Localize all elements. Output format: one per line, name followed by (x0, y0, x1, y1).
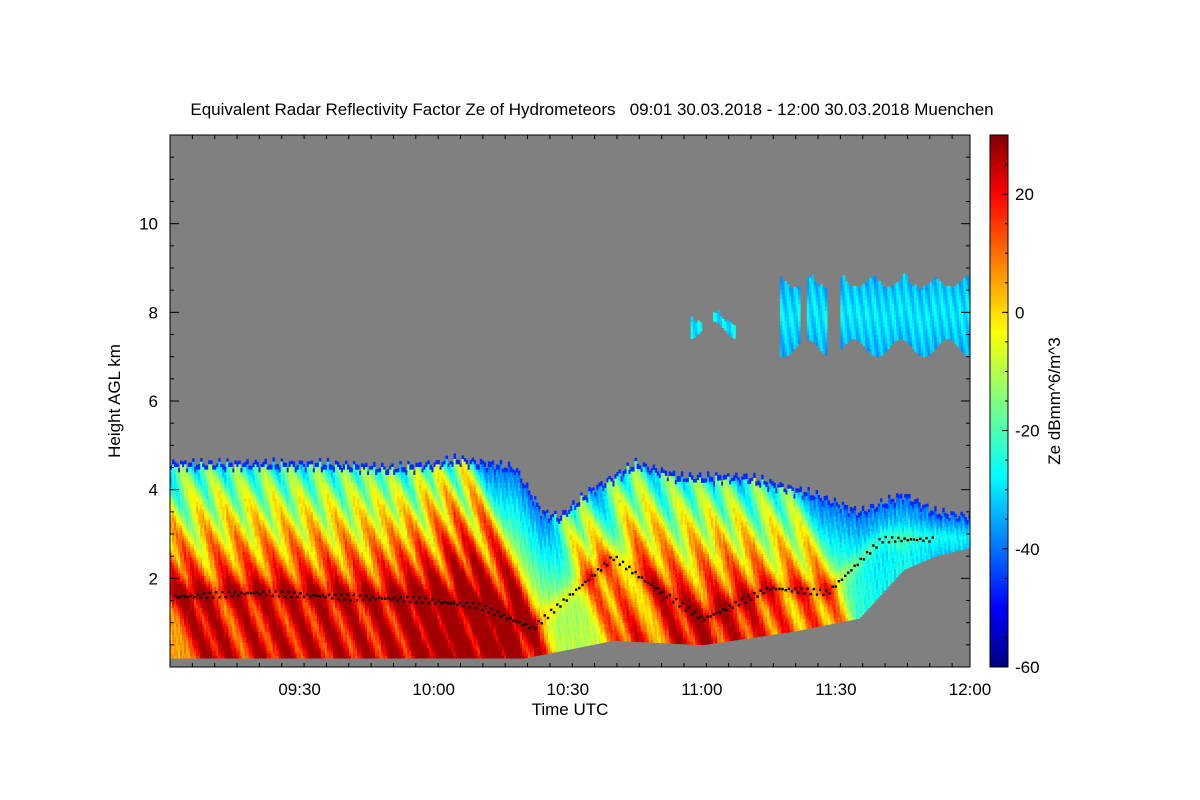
high-cloud-layer (690, 273, 970, 358)
y-tick-label: 10 (139, 215, 158, 234)
heatmap-cells (170, 453, 970, 659)
colorbar-ticks: -60 -40 -20 0 20 (1002, 134, 1040, 677)
x-axis-label: Time UTC (532, 700, 609, 719)
x-axis: 09:30 10:00 10:30 11:00 11:30 12:00 (169, 135, 992, 699)
colorbar-tick-label: -20 (1015, 422, 1040, 441)
y-axis: 2 4 6 8 10 (139, 134, 970, 668)
x-tick-label: 10:00 (412, 680, 455, 699)
y-tick-label: 2 (149, 569, 158, 588)
reflectivity-heatmap (170, 273, 970, 659)
chart-title: Equivalent Radar Reflectivity Factor Ze … (190, 100, 993, 119)
colorbar-tick-label: 20 (1015, 185, 1034, 204)
melting-layer-dots (174, 535, 934, 630)
x-tick-label: 10:30 (546, 680, 589, 699)
colorbar-tick-label: -40 (1015, 540, 1040, 559)
colorbar-tick-label: -60 (1015, 658, 1040, 677)
x-tick-label: 11:00 (681, 680, 722, 699)
y-tick-label: 6 (149, 392, 158, 411)
x-tick-label: 12:00 (949, 680, 992, 699)
x-tick-label: 09:30 (278, 680, 321, 699)
y-axis-label: Height AGL km (105, 344, 124, 458)
y-tick-label: 8 (149, 303, 158, 322)
x-tick-label: 11:30 (815, 680, 856, 699)
y-tick-label: 4 (149, 481, 158, 500)
colorbar-label: Ze dBmm^6/m^3 (1045, 337, 1064, 464)
colorbar-tick-label: 0 (1015, 303, 1024, 322)
